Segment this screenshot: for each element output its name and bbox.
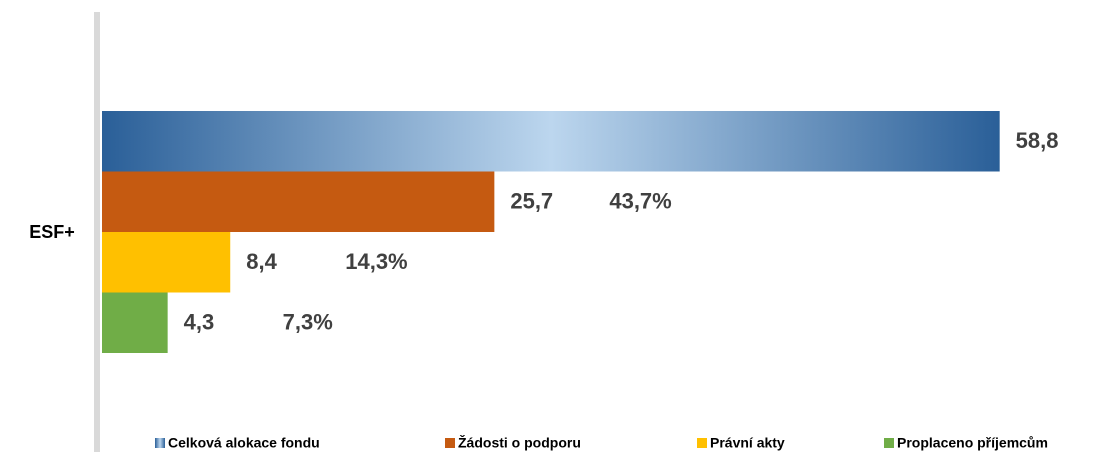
bar [102,171,495,232]
value-label: 25,7 [510,189,553,214]
legend-label: Proplaceno příjemcům [897,435,1048,451]
legend-marker [884,438,894,448]
legend-marker [697,438,707,448]
value-label: 8,4 [246,249,277,274]
percent-label: 14,3% [345,249,407,274]
legend-label: Žádosti o podporu [458,434,581,451]
percent-label: 43,7% [609,189,671,214]
percent-label: 7,3% [283,310,333,335]
category-label: ESF+ [29,222,75,242]
legend-marker [445,438,455,448]
value-label: 4,3 [184,310,215,335]
legend-label: Právní akty [710,435,785,451]
legend-label: Celková alokace fondu [168,435,320,451]
axis-line [94,12,100,452]
legend-marker [155,438,165,448]
bar [102,232,231,293]
bar [102,292,168,353]
bar [102,111,1000,172]
value-label: 58,8 [1016,128,1059,153]
